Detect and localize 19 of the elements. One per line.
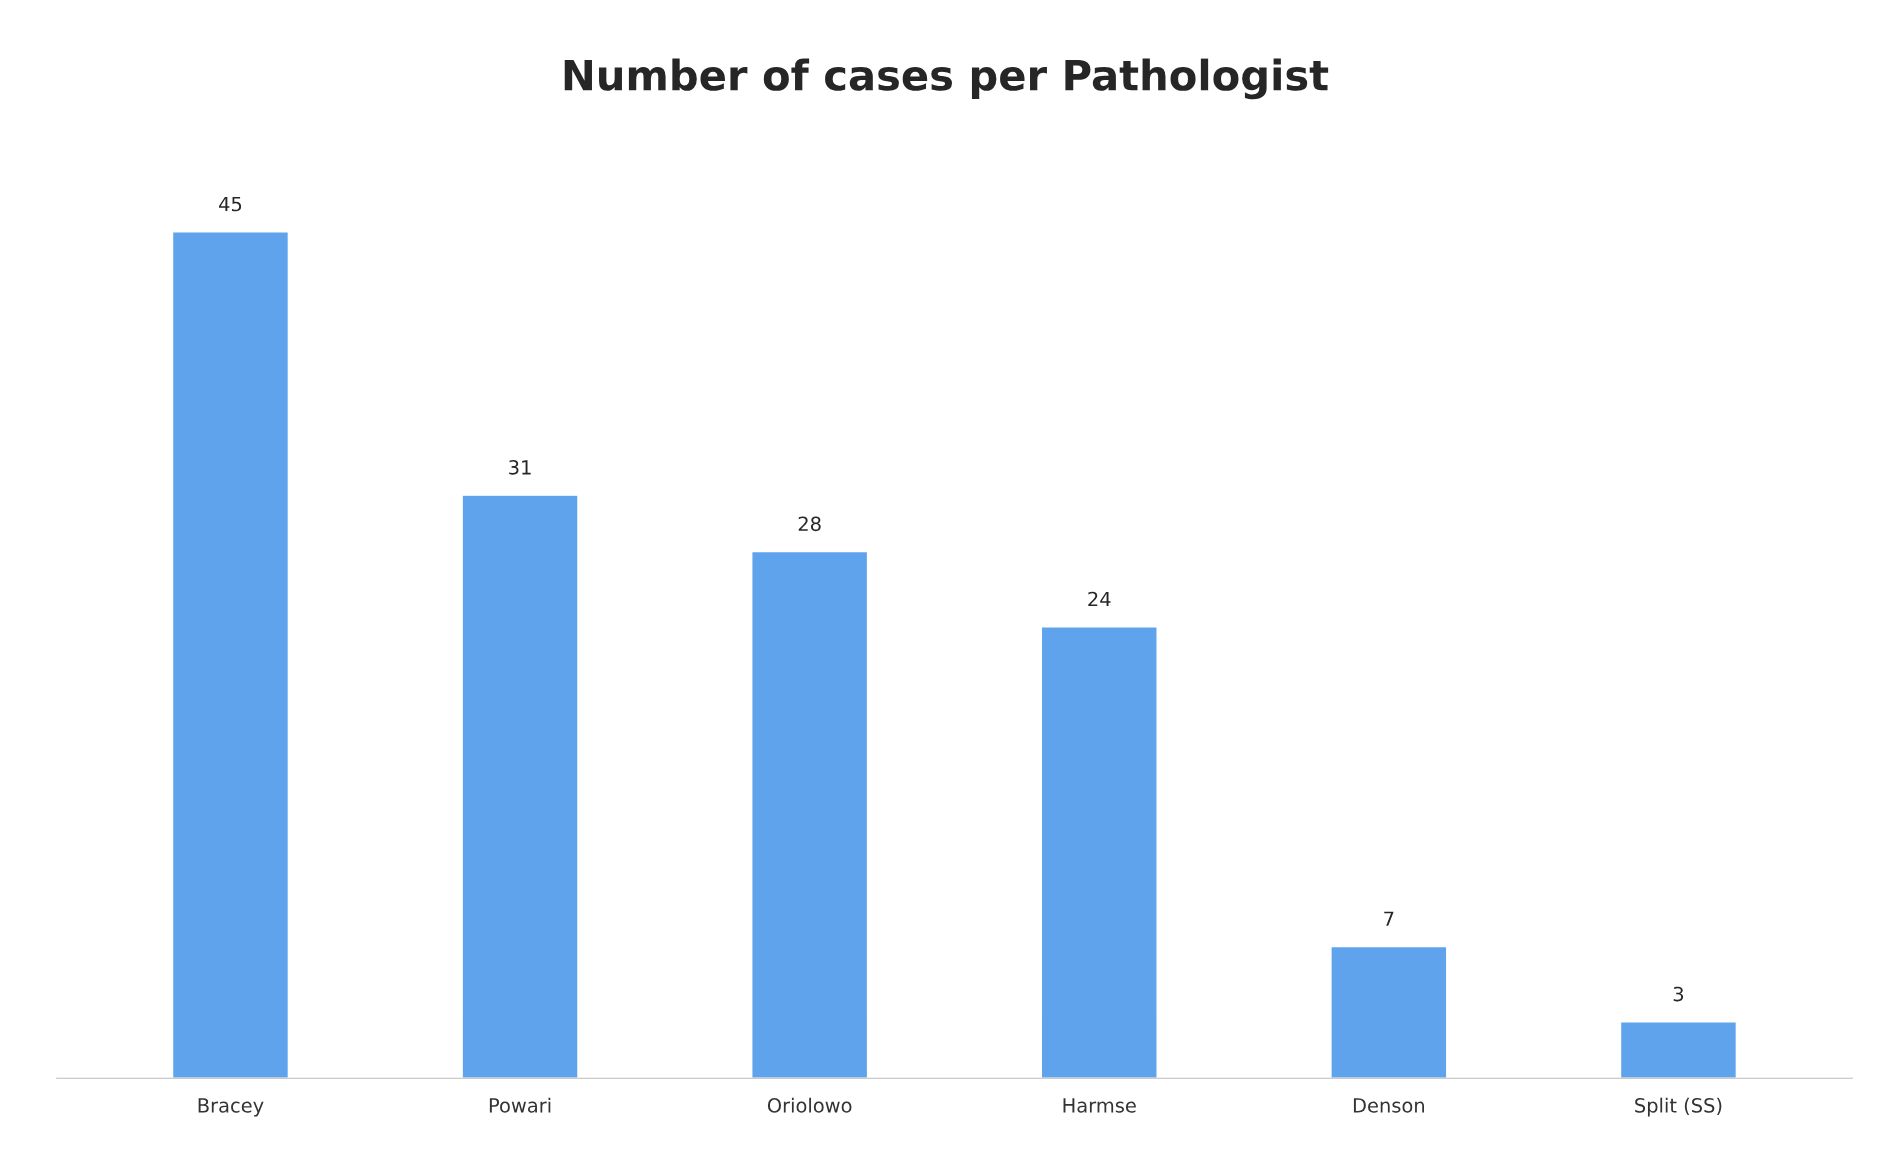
x-tick-label: Split (SS) <box>1635 1097 1722 1117</box>
data-label: 45 <box>219 196 242 212</box>
bar <box>461 494 579 1079</box>
bar <box>171 231 290 1079</box>
bar <box>1619 1021 1738 1079</box>
bar <box>1040 626 1158 1079</box>
data-label: 3 <box>1673 986 1684 1002</box>
x-tick-label: Harmse <box>1063 1098 1136 1113</box>
data-label: 24 <box>1088 591 1111 607</box>
x-tick-label: Bracey <box>198 1098 264 1117</box>
bar <box>751 550 869 1079</box>
data-label: 7 <box>1384 911 1394 926</box>
x-tick-label: Denson <box>1353 1098 1424 1113</box>
chart-title: Number of cases per Pathologist <box>564 58 1329 100</box>
x-tick-label: Oriolowo <box>767 1097 852 1113</box>
data-label: 31 <box>509 459 531 475</box>
x-tick-label: Powari <box>489 1097 551 1113</box>
bar <box>1330 945 1448 1079</box>
data-label: 28 <box>798 516 821 532</box>
